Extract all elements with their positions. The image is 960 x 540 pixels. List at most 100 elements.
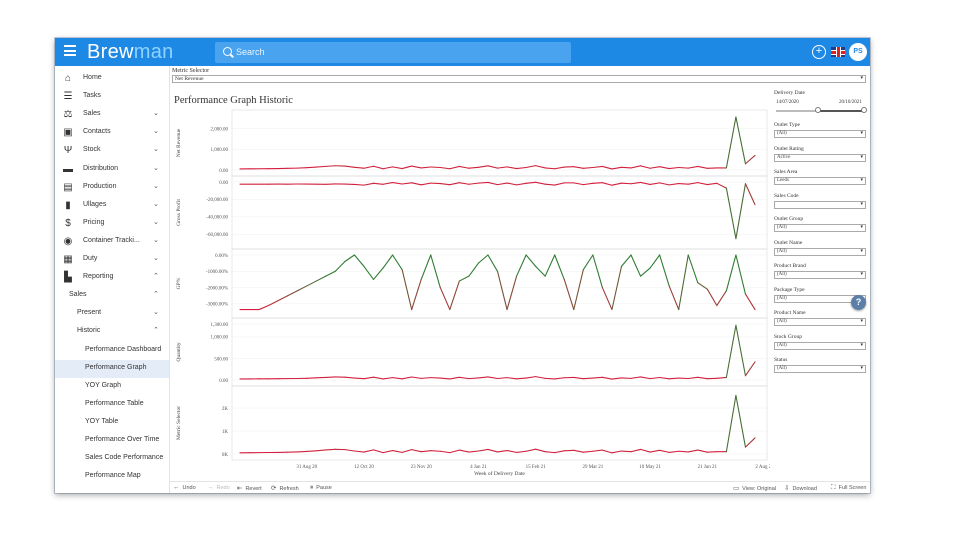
series-segment[interactable] — [258, 304, 270, 311]
series-segment[interactable] — [630, 181, 642, 185]
filter-dropdown-outlet-name[interactable]: (All) ▾ — [774, 247, 866, 256]
series-segment[interactable] — [315, 165, 327, 168]
series-segment[interactable] — [630, 376, 642, 379]
series-segment[interactable] — [554, 450, 565, 454]
series-segment[interactable] — [744, 183, 756, 206]
series-segment[interactable] — [315, 275, 327, 282]
series-segment[interactable] — [363, 449, 375, 453]
series-segment[interactable] — [392, 450, 403, 453]
date-end-handle[interactable] — [861, 107, 867, 113]
series-segment[interactable] — [659, 254, 670, 287]
series-segment[interactable] — [744, 293, 756, 311]
series-segment[interactable] — [611, 450, 623, 454]
sidebar-sub-performance-table[interactable]: Performance Table — [55, 396, 169, 414]
series-segment[interactable] — [325, 448, 336, 451]
series-segment[interactable] — [573, 449, 584, 453]
series-segment[interactable] — [458, 449, 470, 453]
series-segment[interactable] — [382, 181, 394, 185]
series-segment[interactable] — [592, 376, 603, 379]
series-segment[interactable] — [535, 165, 546, 169]
filter-dropdown-outlet-rating[interactable]: Active ▾ — [774, 153, 866, 162]
series-segment[interactable] — [516, 450, 527, 453]
series-segment[interactable] — [649, 449, 661, 453]
series-segment[interactable] — [344, 165, 355, 168]
series-segment[interactable] — [420, 450, 432, 453]
series-segment[interactable] — [735, 183, 747, 240]
series-segment[interactable] — [716, 376, 727, 379]
series-segment[interactable] — [382, 450, 394, 454]
series-segment[interactable] — [744, 437, 756, 448]
series-segment[interactable] — [697, 449, 708, 453]
series-segment[interactable] — [592, 165, 603, 169]
series-segment[interactable] — [392, 166, 403, 170]
series-segment[interactable] — [468, 262, 479, 277]
series-segment[interactable] — [601, 165, 613, 170]
series-segment[interactable] — [544, 167, 556, 170]
series-segment[interactable] — [620, 254, 632, 267]
series-segment[interactable] — [582, 166, 594, 169]
series-segment[interactable] — [735, 116, 747, 165]
series-segment[interactable] — [640, 181, 651, 185]
series-segment[interactable] — [620, 166, 632, 169]
series-segment[interactable] — [611, 182, 623, 186]
series-segment[interactable] — [411, 449, 422, 453]
series-segment[interactable] — [315, 449, 327, 452]
series-segment[interactable] — [353, 377, 365, 380]
sidebar-item-home[interactable]: ⌂ Home — [55, 70, 169, 88]
series-segment[interactable] — [659, 166, 670, 170]
series-segment[interactable] — [725, 116, 737, 169]
series-segment[interactable] — [668, 183, 680, 186]
series-segment[interactable] — [449, 376, 460, 380]
series-segment[interactable] — [535, 265, 546, 277]
series-segment[interactable] — [659, 449, 670, 453]
avatar[interactable]: PS — [849, 43, 867, 61]
series-segment[interactable] — [496, 166, 508, 169]
series-segment[interactable] — [353, 450, 365, 453]
series-segment[interactable] — [439, 183, 451, 186]
series-segment[interactable] — [640, 376, 651, 380]
series-segment[interactable] — [573, 376, 584, 380]
series-segment[interactable] — [268, 300, 279, 307]
series-segment[interactable] — [487, 376, 499, 380]
series-segment[interactable] — [334, 260, 346, 272]
date-start-handle[interactable] — [815, 107, 821, 113]
menu-icon[interactable] — [64, 45, 76, 57]
series-segment[interactable] — [554, 377, 565, 380]
view-original-button[interactable]: ▭ View: Original — [733, 484, 776, 492]
search-input[interactable] — [236, 44, 556, 60]
series-segment[interactable] — [477, 165, 489, 168]
series-segment[interactable] — [649, 182, 661, 185]
series-segment[interactable] — [382, 166, 394, 170]
app-logo[interactable]: Brewman — [87, 41, 174, 64]
series-segment[interactable] — [506, 275, 518, 311]
series-segment[interactable] — [353, 254, 365, 267]
series-segment[interactable] — [601, 182, 613, 186]
series-segment[interactable] — [573, 166, 584, 169]
series-segment[interactable] — [535, 448, 546, 453]
series-segment[interactable] — [420, 254, 432, 280]
series-segment[interactable] — [496, 182, 508, 186]
series-segment[interactable] — [744, 154, 756, 165]
series-segment[interactable] — [525, 181, 537, 184]
series-segment[interactable] — [563, 278, 575, 311]
series-segment[interactable] — [592, 449, 603, 452]
series-segment[interactable] — [706, 288, 718, 307]
series-segment[interactable] — [372, 376, 384, 380]
series-segment[interactable] — [706, 182, 718, 186]
series-segment[interactable] — [439, 377, 451, 380]
series-segment[interactable] — [544, 377, 556, 380]
series-segment[interactable] — [506, 450, 518, 453]
series-segment[interactable] — [420, 166, 432, 169]
performance-chart[interactable]: 0.00 1,000.00 2,000.00 Net Revenue 0.00 -20,0… — [170, 104, 770, 493]
series-segment[interactable] — [668, 377, 680, 380]
sidebar-item-sales[interactable]: ⚖ Sales ⌄ — [55, 106, 169, 124]
series-segment[interactable] — [363, 265, 375, 280]
filter-dropdown-outlet-type[interactable]: (All) ▾ — [774, 130, 866, 138]
sidebar-sub-present[interactable]: Present ⌄ — [55, 305, 169, 323]
series-segment[interactable] — [554, 166, 565, 170]
series-segment[interactable] — [344, 376, 355, 379]
series-segment[interactable] — [554, 182, 565, 186]
sidebar-item-contacts[interactable]: ▣ Contacts ⌄ — [55, 124, 169, 142]
series-segment[interactable] — [411, 182, 422, 186]
series-segment[interactable] — [449, 165, 460, 170]
